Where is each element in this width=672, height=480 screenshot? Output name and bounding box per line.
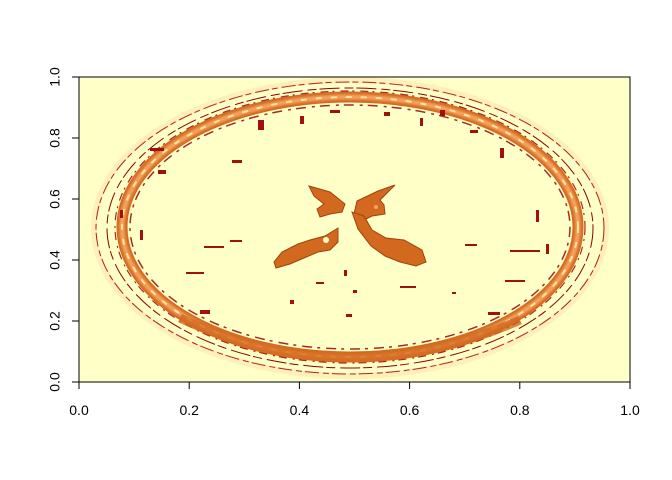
y-tick-label: 0.4 (47, 250, 63, 270)
scalp-halo (91, 77, 609, 379)
ventricle-left-posterior (273, 227, 339, 269)
y-tick-label: 0.8 (47, 128, 63, 148)
skull-outer-edge (114, 90, 586, 364)
scalp-outline (95, 81, 605, 375)
ventricle-septum (351, 211, 427, 267)
sulci (120, 110, 549, 317)
x-tick-label: 0.8 (510, 402, 530, 418)
x-tick-label: 0.6 (400, 402, 420, 418)
y-tick-label: 1.0 (47, 67, 63, 87)
ventricle-spot (374, 205, 378, 209)
x-axis: 0.0 0.2 0.4 0.6 0.8 1.0 (69, 381, 640, 418)
x-tick-label: 0.2 (179, 402, 199, 418)
x-tick-label: 1.0 (620, 402, 640, 418)
y-axis: 0.0 0.2 0.4 0.6 0.8 1.0 (47, 67, 80, 392)
x-tick-label: 0.0 (69, 402, 89, 418)
ventricle-right-anterior (353, 184, 396, 222)
skull-bottom (178, 313, 522, 361)
y-tick-label: 0.0 (47, 372, 63, 392)
skull-inner-edge (129, 104, 571, 350)
y-tick-label: 0.2 (47, 311, 63, 331)
ventricle-spot (323, 237, 329, 243)
scalp-inner-outline (106, 87, 594, 369)
heatmap-image (91, 77, 609, 379)
ventricle-left-anterior (308, 185, 346, 218)
y-tick-label: 0.6 (47, 189, 63, 209)
plot-background (79, 77, 630, 382)
x-tick-label: 0.4 (290, 402, 310, 418)
